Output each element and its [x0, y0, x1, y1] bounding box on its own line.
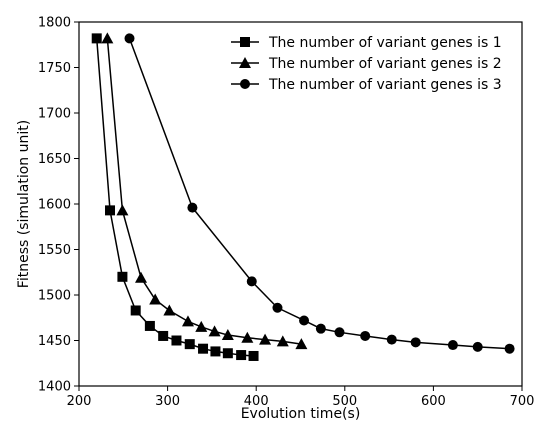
data-point: [236, 350, 247, 361]
series-3: [124, 33, 515, 354]
data-point: [210, 346, 221, 357]
data-point: [248, 350, 259, 361]
y-tick-label: 1700: [38, 107, 71, 122]
data-point: [334, 327, 345, 338]
data-point: [386, 334, 397, 345]
x-tick-label: 200: [67, 394, 92, 409]
data-point: [208, 325, 221, 337]
data-point: [163, 304, 176, 316]
legend-marker: [240, 79, 250, 89]
y-tick-label: 1450: [38, 334, 71, 349]
y-axis-title: Fitness (simulation unit): [16, 120, 32, 288]
data-point: [130, 305, 141, 316]
legend-label: The number of variant genes is 3: [268, 77, 502, 93]
data-point: [184, 339, 195, 350]
x-tick-label: 600: [421, 394, 446, 409]
x-axis-title: Evolution time(s): [241, 406, 361, 422]
data-point: [504, 343, 515, 354]
data-point: [272, 302, 283, 313]
series-1: [91, 33, 259, 361]
x-tick-label: 700: [510, 394, 535, 409]
data-point: [135, 271, 148, 283]
y-tick-label: 1650: [38, 152, 71, 167]
data-point: [360, 330, 371, 341]
data-point: [241, 331, 254, 343]
data-point: [171, 335, 182, 346]
y-tick-label: 1800: [38, 16, 71, 31]
data-point: [149, 293, 162, 305]
series-line: [95, 38, 254, 357]
data-point: [259, 333, 272, 345]
legend-item: The number of variant genes is 1: [231, 35, 502, 51]
legend-item: The number of variant genes is 2: [231, 56, 502, 72]
data-point: [181, 315, 194, 327]
data-point: [222, 348, 233, 359]
data-point: [117, 271, 128, 282]
data-point: [198, 343, 209, 354]
y-tick-label: 1550: [38, 243, 71, 258]
data-point: [91, 33, 102, 44]
data-point: [124, 33, 135, 44]
x-tick-label: 500: [332, 394, 357, 409]
y-axis: 1400 1450 1500 1550 1600 1650 1700 1750 1800: [38, 16, 79, 395]
data-point: [295, 338, 308, 350]
x-tick-label: 400: [244, 394, 269, 409]
x-tick-label: 300: [155, 394, 180, 409]
data-point: [158, 330, 169, 341]
series-layer: [91, 32, 515, 361]
plot-frame: [78, 21, 523, 387]
legend-marker: [239, 57, 251, 68]
data-point: [105, 205, 116, 216]
legend-label: The number of variant genes is 2: [268, 56, 502, 72]
data-point: [315, 323, 326, 334]
data-point: [276, 335, 289, 347]
legend-label: The number of variant genes is 1: [268, 35, 502, 51]
legend: The number of variant genes is 1 The numb…: [231, 35, 502, 93]
data-point: [221, 329, 234, 341]
data-point: [195, 320, 208, 332]
data-point: [472, 341, 483, 352]
data-point: [144, 320, 155, 331]
data-point: [101, 32, 114, 44]
y-tick-label: 1500: [38, 289, 71, 304]
y-tick-label: 1600: [38, 198, 71, 213]
data-point: [187, 202, 198, 213]
series-2: [101, 32, 308, 350]
legend-marker: [240, 37, 250, 47]
y-tick-label: 1400: [38, 380, 71, 395]
legend-item: The number of variant genes is 3: [231, 77, 502, 93]
data-point: [246, 276, 257, 287]
data-point: [447, 340, 458, 351]
y-tick-label: 1750: [38, 61, 71, 76]
data-point: [299, 315, 310, 326]
data-point: [116, 204, 129, 216]
x-axis: 200 300 400 500 600 700: [67, 386, 535, 409]
data-point: [410, 337, 421, 348]
